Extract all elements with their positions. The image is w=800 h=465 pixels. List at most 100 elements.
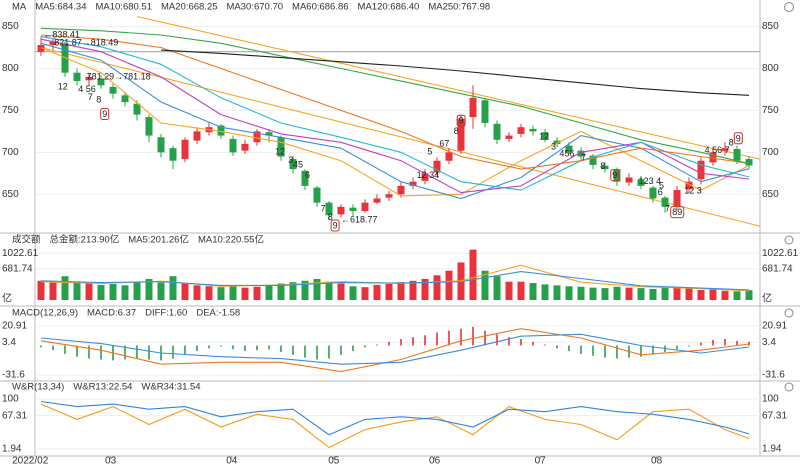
bar <box>508 337 510 346</box>
annotation: 12 <box>58 81 68 91</box>
bar <box>541 284 549 300</box>
candle-body <box>409 181 417 186</box>
y-tick-label-right: 700 <box>762 147 779 158</box>
candle-body <box>625 177 633 183</box>
annotation: 7 <box>88 92 93 102</box>
unit-label-right: 亿 <box>762 292 772 305</box>
bar <box>37 280 45 300</box>
indicator-line <box>40 333 750 365</box>
bar <box>460 328 462 346</box>
indicator-line <box>40 271 750 291</box>
bar <box>301 280 309 300</box>
bar <box>76 345 78 357</box>
settings-icon[interactable] <box>784 235 794 245</box>
y-tick-label: 850 <box>2 21 19 32</box>
annotation: 7 <box>321 204 326 214</box>
candle-body <box>157 137 165 153</box>
bar <box>553 285 561 300</box>
candle-body <box>601 165 609 170</box>
y-tick-label: 681.74 <box>2 263 33 274</box>
bar <box>352 345 354 352</box>
bar <box>265 285 273 300</box>
bar <box>556 345 558 349</box>
bar <box>604 345 606 358</box>
bar <box>601 288 609 300</box>
annotation: ←618.77 <box>341 215 378 225</box>
annotation: 781.29→781.18 <box>87 71 151 81</box>
annotation: 67 <box>439 138 449 148</box>
candle-body <box>685 181 693 190</box>
y-tick-label: 20.91 <box>2 321 27 332</box>
candle-body <box>373 198 381 203</box>
ma-line <box>40 34 750 170</box>
annotation: 8 <box>96 95 101 105</box>
bar <box>316 345 318 360</box>
bar <box>649 289 657 300</box>
bar <box>685 288 693 300</box>
bar <box>133 281 141 300</box>
bar <box>637 288 645 300</box>
bar <box>244 345 246 352</box>
legend-entry: MA10:220.55亿 <box>198 234 264 246</box>
bar <box>433 275 441 300</box>
bar <box>157 282 165 300</box>
annotation: 89 <box>672 207 682 217</box>
add-icon[interactable] <box>784 2 794 12</box>
bar <box>181 283 189 300</box>
annotation: 12 <box>539 132 549 142</box>
candle-body <box>241 143 249 151</box>
candle-body <box>529 128 537 132</box>
bar <box>409 280 417 300</box>
candle-body <box>85 76 93 81</box>
panel-title: MACD(12,26,9) <box>12 308 78 319</box>
y-tick-label-right: 681.74 <box>762 263 793 274</box>
y-tick-label: 1022.61 <box>2 248 39 259</box>
settings-icon[interactable] <box>784 308 794 318</box>
candle-body <box>745 159 753 166</box>
x-tick-label: 06 <box>429 456 441 465</box>
y-tick-label: 750 <box>2 105 19 116</box>
annotation: 5 <box>427 147 432 157</box>
annotation: 7 <box>665 204 670 214</box>
annotation: 456 <box>559 148 574 158</box>
bar <box>424 335 426 346</box>
bar <box>349 286 357 300</box>
y-tick-label-right: 3.4 <box>762 337 776 348</box>
annotation: 9 <box>459 116 464 126</box>
panel-icons <box>784 2 794 392</box>
bar <box>196 345 198 352</box>
settings-icon[interactable] <box>784 382 794 392</box>
y-tick-label-right: 100 <box>762 394 779 405</box>
bar <box>109 283 117 300</box>
candle-body <box>349 207 357 212</box>
annotation: 821.87→818.49 <box>54 38 118 48</box>
trend-line <box>136 15 760 160</box>
legend-entry: DEA:-1.58 <box>196 308 240 319</box>
bar <box>688 345 690 347</box>
bar <box>304 345 306 358</box>
y-tick-label-right: 650 <box>762 189 779 200</box>
bar <box>280 345 282 353</box>
bar <box>700 342 702 346</box>
candle-body <box>493 123 501 140</box>
bar <box>61 276 69 300</box>
y-tick-label-right: 20.91 <box>762 321 787 332</box>
bar <box>745 290 753 300</box>
bar <box>412 337 414 346</box>
bar <box>673 287 681 300</box>
bar <box>217 287 225 300</box>
annotation: ←838.41 <box>43 29 80 39</box>
candle-body <box>385 194 393 198</box>
bar <box>532 341 534 346</box>
bar <box>520 338 522 346</box>
candle-body <box>661 197 669 207</box>
candle-body <box>73 72 81 82</box>
bar <box>505 281 513 300</box>
annotation-box <box>670 206 685 219</box>
bar <box>361 287 369 300</box>
y-tick-label-right: 1022.61 <box>762 248 799 259</box>
bar <box>577 286 585 300</box>
panel-title: 成交额 <box>12 234 41 246</box>
candle-body <box>505 135 513 139</box>
candle-body <box>325 202 333 216</box>
